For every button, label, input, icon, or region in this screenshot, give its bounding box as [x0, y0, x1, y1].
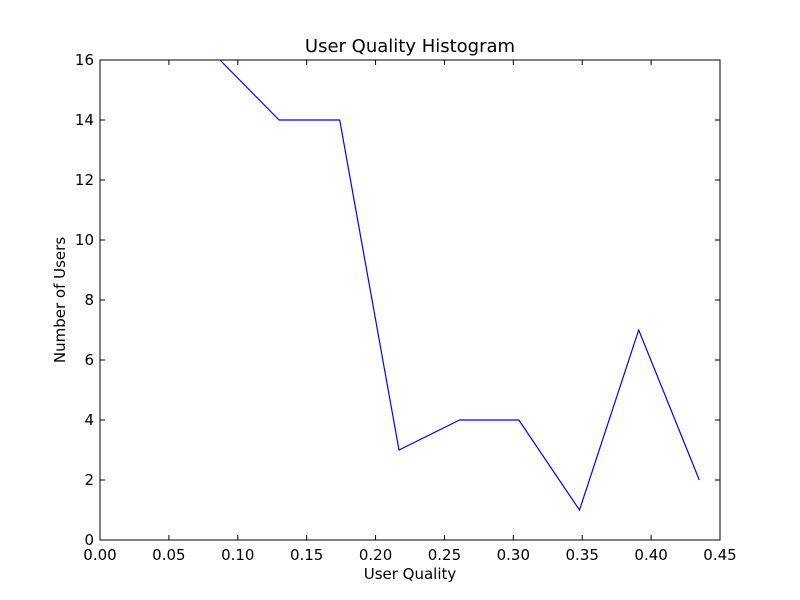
x-tick-label: 0.15 — [290, 546, 323, 564]
x-axis-label: User Quality — [364, 565, 457, 583]
chart-title: User Quality Histogram — [305, 36, 515, 57]
x-axis: 0.00 0.05 0.10 0.15 0.20 0.25 0.30 0.35 0.40 0.45 — [83, 60, 737, 564]
x-tick-label: 0.05 — [152, 546, 185, 564]
y-tick-label: 12 — [75, 171, 94, 189]
y-tick-label: 2 — [84, 471, 94, 489]
series-line — [219, 60, 700, 512]
x-tick-label: 0.40 — [634, 546, 667, 564]
x-tick-label: 0.10 — [221, 546, 254, 564]
x-tick-label: 0.35 — [566, 546, 599, 564]
x-tick-label: 0.00 — [83, 546, 116, 564]
y-tick-label: 6 — [84, 351, 94, 369]
y-axis: 0 2 4 6 8 10 12 14 16 — [75, 51, 720, 549]
y-tick-label: 0 — [84, 531, 94, 549]
x-tick-label: 0.20 — [359, 546, 392, 564]
x-tick-label: 0.25 — [428, 546, 461, 564]
y-tick-label: 10 — [75, 231, 94, 249]
plot-frame — [99, 59, 721, 541]
y-tick-label: 4 — [84, 411, 94, 429]
y-axis-label: Number of Users — [51, 237, 69, 363]
y-tick-label: 16 — [75, 51, 94, 69]
y-tick-label: 14 — [75, 111, 94, 129]
x-tick-label: 0.30 — [497, 546, 530, 564]
series-layer — [219, 60, 700, 512]
x-tick-label: 0.45 — [703, 546, 736, 564]
y-tick-label: 8 — [84, 291, 94, 309]
